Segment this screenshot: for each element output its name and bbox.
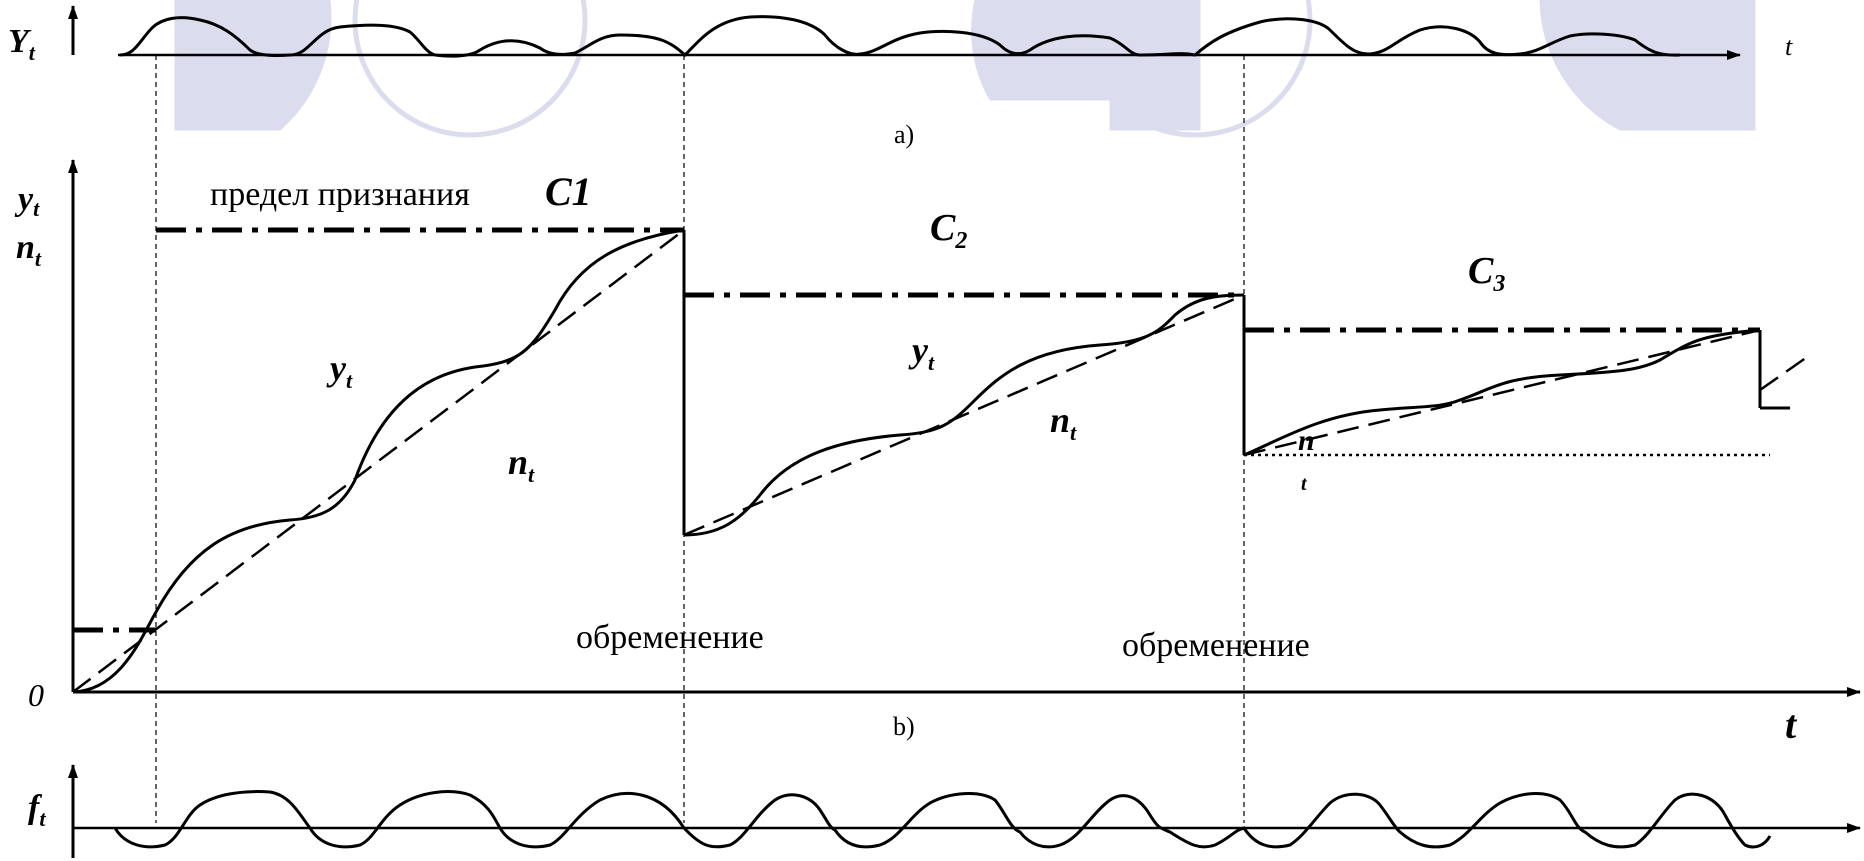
curve-y-label-2: yt — [908, 330, 935, 375]
trend-lines — [72, 229, 1811, 693]
curve-n-label-3-sub: t — [1301, 473, 1308, 495]
curve-y-label-1: yt — [326, 348, 353, 393]
watermark-shape-2 — [971, 0, 1201, 131]
c1-label: C1 — [545, 169, 592, 214]
panel-b-n-label: nt — [16, 229, 42, 271]
panel-c-wave — [113, 790, 1772, 849]
trend-line-extension — [1759, 353, 1811, 392]
c2-label: C2 — [930, 207, 967, 254]
curve-n-label-1: nt — [508, 442, 535, 487]
panel-a-wave — [119, 15, 1681, 58]
panel-a-caption: a) — [894, 120, 914, 149]
panel-c-axis-label: ft — [28, 789, 46, 831]
panel-b-time-label: t — [1785, 702, 1798, 747]
actual-curve-2 — [683, 293, 1245, 537]
panel-a-time-label: t — [1785, 32, 1793, 61]
recognition-limit-label: предел признания — [210, 176, 470, 213]
watermark-ring-1 — [352, 0, 588, 138]
watermark-logo — [174, 0, 1756, 138]
trend-line-3 — [1243, 328, 1761, 457]
actual-curves — [72, 228, 1761, 694]
curve-n-label-3: n — [1298, 424, 1315, 457]
c3-label: C3 — [1468, 250, 1505, 297]
encumbrance-drops — [682, 230, 1790, 535]
actual-curve-3 — [1243, 328, 1761, 457]
watermark-shape-3 — [1539, 0, 1756, 131]
actual-curve-1 — [72, 228, 685, 694]
recognition-limits — [73, 227, 1760, 633]
panel-b-y-label: yt — [14, 181, 40, 221]
panel-b-origin-label: 0 — [28, 677, 44, 713]
encumbrance-label-2: обременение — [1122, 627, 1310, 664]
panel-a: Yt t a) — [8, 5, 1793, 149]
guide-lines — [155, 55, 1245, 823]
panel-a-axis-label: Yt — [8, 23, 36, 65]
encumbrance-label-1: обременение — [576, 619, 764, 656]
panel-c: ft — [28, 764, 1861, 858]
curve-n-label-2: nt — [1050, 400, 1077, 445]
panel-b: yt nt 0 t b) предел признания C1 C2 C3 y… — [14, 159, 1861, 747]
watermark-shape-1 — [174, 0, 332, 131]
trend-line-2 — [683, 293, 1245, 537]
panel-b-caption: b) — [893, 712, 915, 741]
